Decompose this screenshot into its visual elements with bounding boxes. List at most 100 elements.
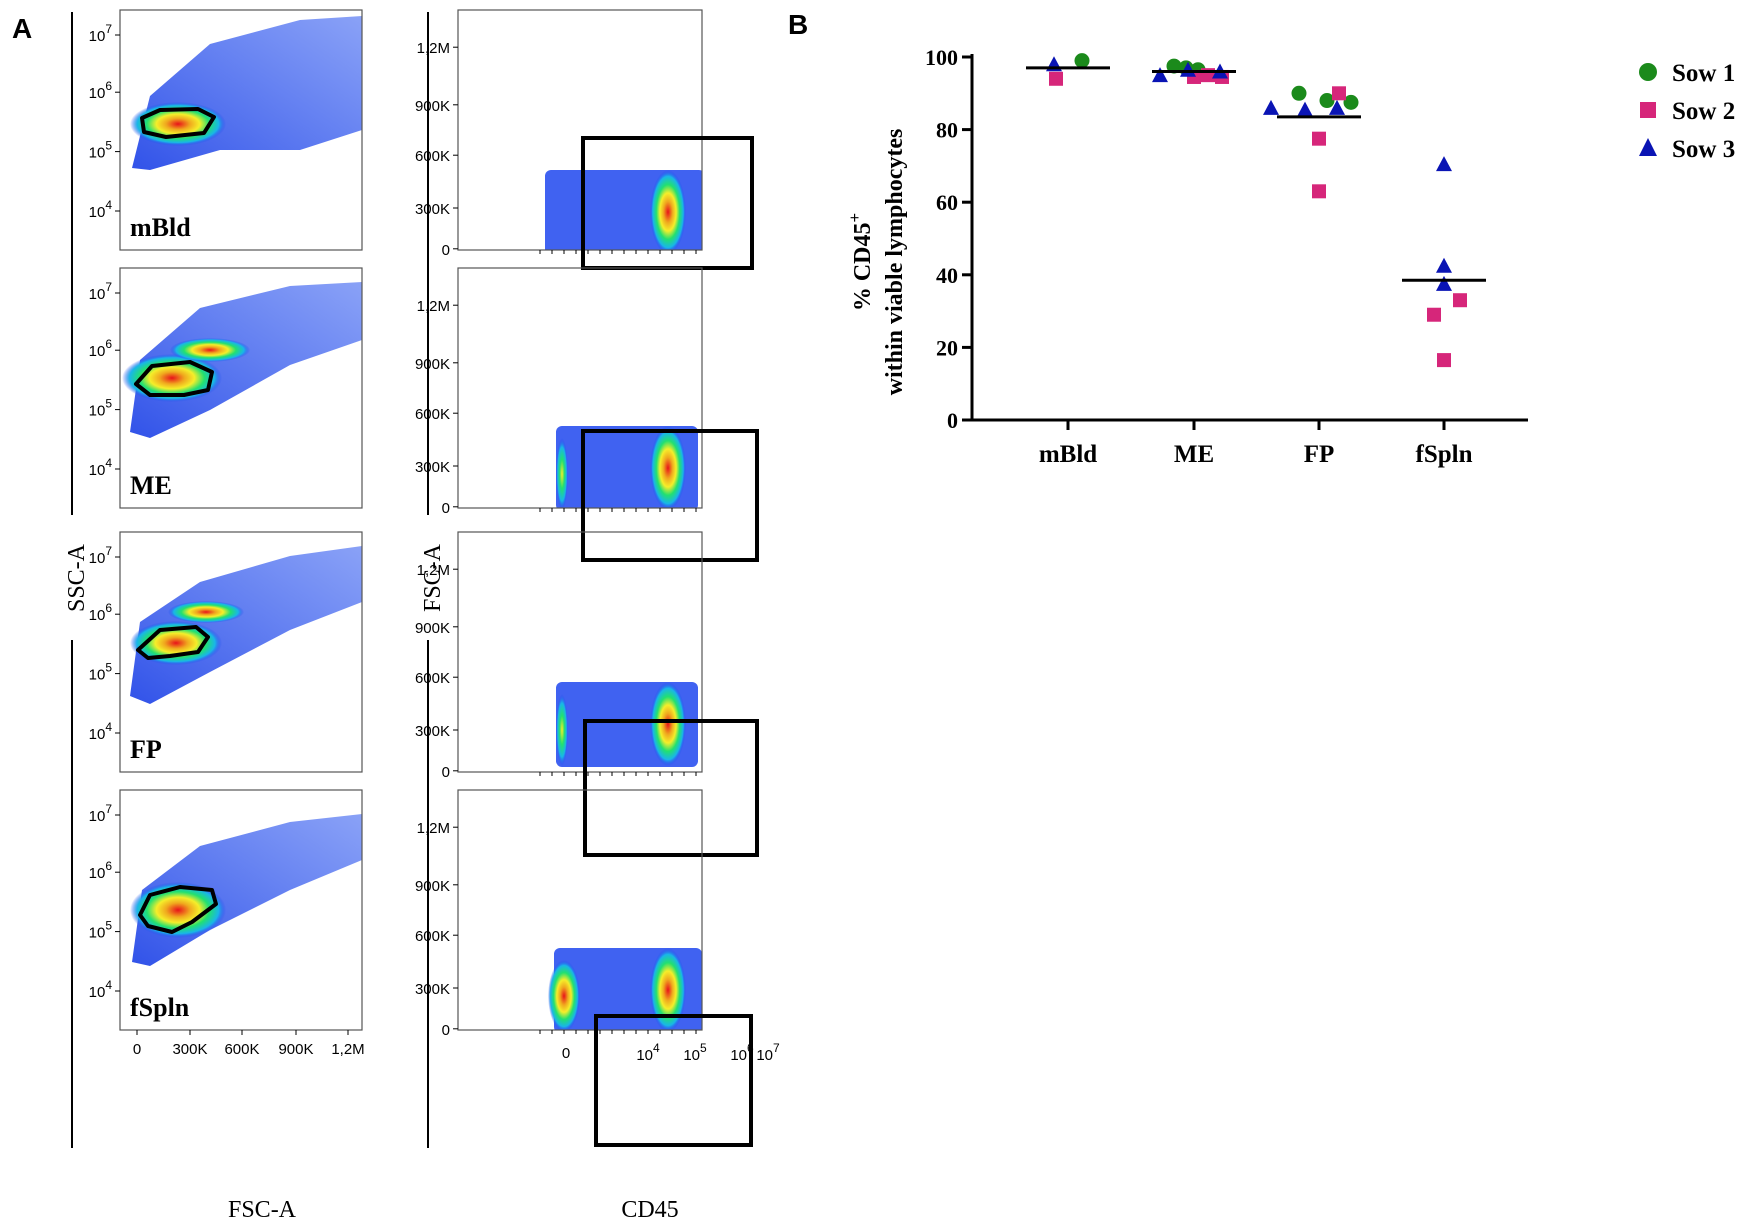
ssc-tick-label: 105 <box>89 919 113 942</box>
plot-density <box>556 682 698 767</box>
ssc-tick-label-exp: 5 <box>105 139 112 153</box>
point-sow-2 <box>1427 307 1441 322</box>
point-sow-2 <box>1049 71 1063 86</box>
ssc-tick-label: 104 <box>89 198 113 221</box>
point-sow-1 <box>1319 93 1335 109</box>
scatter-column-fsc-ssc: 107106105104mBld107106105104ME1071061051… <box>89 9 365 1058</box>
scatter-column-cd45-fsc: 1,2M 900K 600K 300K 0 1,2M 900K 600K 300K 0 1,2M 90… <box>415 9 780 1147</box>
chart-y-tick-label: 100 <box>925 45 958 70</box>
plot-frame <box>457 531 703 773</box>
lymphocyte-gate <box>136 625 210 660</box>
point-sow-2 <box>1332 86 1346 101</box>
fsc-y-tick-label: 300K <box>415 459 450 476</box>
legend-label: Sow 1 <box>1672 60 1735 87</box>
fsc-y-tick-label: 1,2M <box>417 40 450 57</box>
ssc-tick-label-base: 10 <box>89 85 106 102</box>
ssc-tick-label-base: 10 <box>89 28 106 45</box>
point-sow-1 <box>1074 53 1090 69</box>
ssc-tick-label-base: 10 <box>89 145 106 162</box>
legend-label: Sow 3 <box>1672 136 1735 163</box>
cd45-tick-label: 107 <box>756 1041 780 1064</box>
ssc-tick-label: 107 <box>89 544 113 567</box>
cd45-tick-label-exp: 4 <box>653 1041 660 1055</box>
ssc-tick-label-exp: 6 <box>105 601 112 615</box>
fsc-y-axis-label: FSC-A <box>420 543 446 612</box>
cd45-tick-label-exp: 7 <box>773 1041 780 1055</box>
fsc-y-tick-label: 300K <box>415 723 450 740</box>
ssc-tick-label-base: 10 <box>89 984 106 1001</box>
fsc-y-tick-label: 0 <box>442 500 450 517</box>
chart-y-label-line1: % CD45+ <box>845 213 876 311</box>
fsc-y-tick-label: 900K <box>415 620 450 637</box>
ssc-tick-label: 105 <box>89 661 113 684</box>
ssc-tick-label: 104 <box>89 978 113 1001</box>
ssc-tick-label-exp: 4 <box>105 456 112 470</box>
ssc-tick-label-exp: 5 <box>105 397 112 411</box>
ssc-tick-label-base: 10 <box>89 343 106 360</box>
ssc-tick-label-exp: 4 <box>105 198 112 212</box>
sample-label: ME <box>130 471 172 500</box>
granulocyte-density <box>170 338 250 362</box>
ssc-tick-label: 106 <box>89 859 113 882</box>
fsc-y-tick-label: 600K <box>415 406 450 423</box>
cd45-fsc-plot-me: 1,2M 900K 600K 300K 0 <box>415 267 759 562</box>
ssc-axis-label: SSC-A <box>64 543 90 612</box>
cd45-tick-label-base: 10 <box>636 1047 653 1064</box>
point-sow-3 <box>1436 156 1452 172</box>
cd45-fsc-plot-mbld: 1,2M 900K 600K 300K 0 <box>415 9 754 270</box>
point-sow-1 <box>1343 94 1359 110</box>
cd45-tick-label-exp: 5 <box>700 1041 707 1055</box>
cd45-tick-label: 0 <box>562 1045 570 1062</box>
cd45-tick-label-base: 0 <box>562 1045 570 1062</box>
fsc-y-tick-label: 300K <box>415 981 450 998</box>
cd45-positive-density <box>650 948 686 1030</box>
point-sow-3 <box>1263 99 1279 115</box>
fsc-y-tick-label: 600K <box>415 148 450 165</box>
fsc-y-tick-label: 0 <box>442 764 450 781</box>
chart-y-tick-label: 60 <box>936 190 958 215</box>
cd45-tick-label-base: 10 <box>730 1047 747 1064</box>
ssc-tick-label: 105 <box>89 397 113 420</box>
cd45-negative-density <box>556 694 568 766</box>
ssc-tick-label: 104 <box>89 720 113 743</box>
cd45-positive-density <box>650 170 686 250</box>
plot-frame <box>119 531 363 773</box>
ssc-tick-label-exp: 7 <box>105 802 112 816</box>
ssc-tick-label-base: 10 <box>89 865 106 882</box>
fsc-y-tick-label: 1,2M <box>417 298 450 315</box>
point-sow-3 <box>1436 257 1452 273</box>
panel-label-b: B <box>788 9 808 40</box>
point-sow-2 <box>1437 353 1451 368</box>
ssc-tick-label: 104 <box>89 456 113 479</box>
cd45-positive-density <box>650 426 686 508</box>
sample-label: FP <box>130 735 162 764</box>
sample-label: mBld <box>130 213 191 242</box>
cd45-tick-label: 104 <box>636 1041 660 1064</box>
ssc-tick-label-base: 10 <box>89 550 106 567</box>
ssc-tick-label: 106 <box>89 337 113 360</box>
cd45-tick-label: 105 <box>683 1041 707 1064</box>
legend-marker-sow-2 <box>1640 102 1656 118</box>
fsc-y-tick-label: 600K <box>415 928 450 945</box>
ssc-tick-label-exp: 7 <box>105 280 112 294</box>
ssc-tick-label: 107 <box>89 280 113 303</box>
fsc-tick-label: 0 <box>133 1041 141 1058</box>
cd45-tick-label-base: 10 <box>756 1047 773 1064</box>
plot-frame <box>457 9 703 251</box>
ssc-tick-label-base: 10 <box>89 403 106 420</box>
fsc-y-tick-label: 300K <box>415 201 450 218</box>
point-sow-3 <box>1436 275 1452 291</box>
plot-frame <box>457 267 703 509</box>
chart-marks <box>1026 53 1486 368</box>
point-sow-2 <box>1453 293 1467 308</box>
event-cloud <box>130 546 362 704</box>
point-sow-3 <box>1329 99 1345 115</box>
granulocyte-density <box>168 601 244 623</box>
plot-density <box>556 426 698 508</box>
ssc-tick-label-base: 10 <box>89 925 106 942</box>
ssc-tick-label-exp: 4 <box>105 720 112 734</box>
cd45-negative-density <box>548 960 580 1030</box>
fsc-tick-label: 300K <box>172 1041 207 1058</box>
